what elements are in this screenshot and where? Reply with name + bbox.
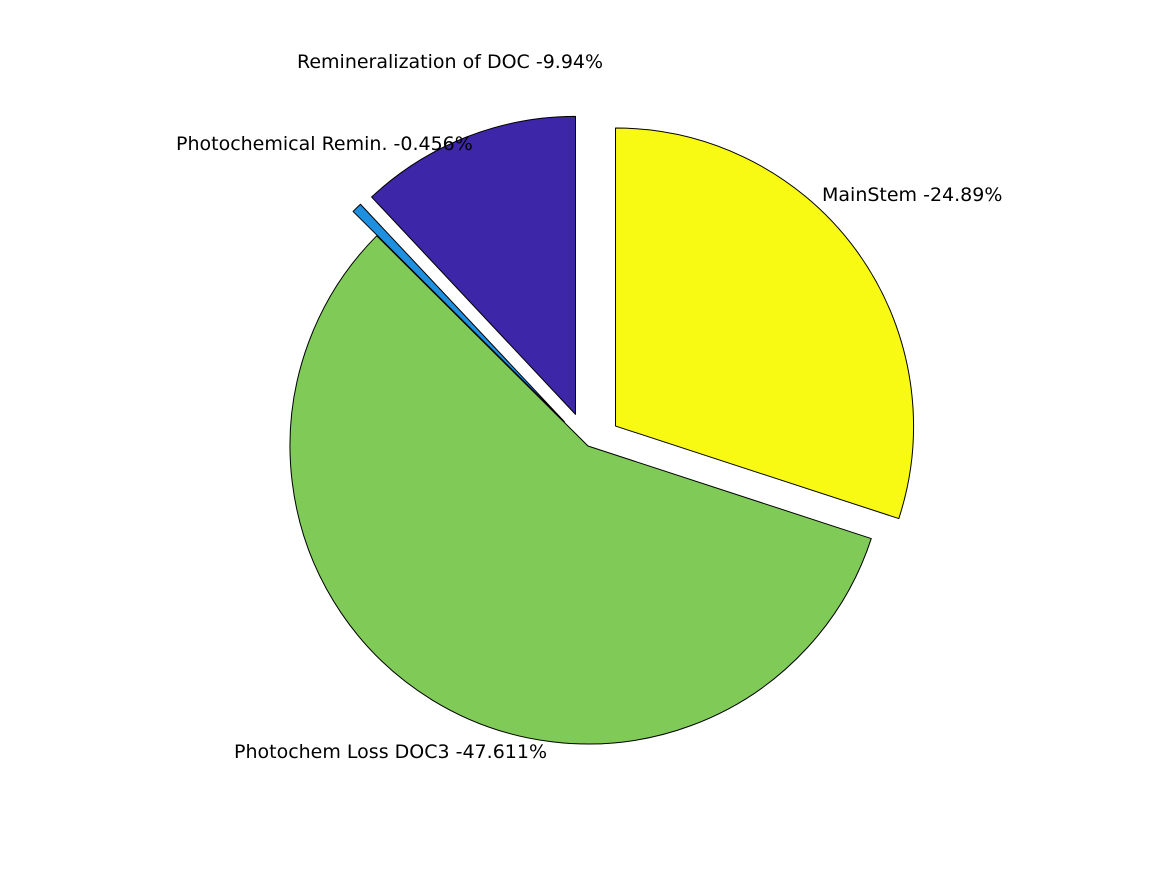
slice-label-mainstem: MainStem -24.89% <box>822 184 1002 206</box>
slice-mainstem <box>615 127 914 520</box>
slice-remineralization-of-doc <box>371 115 576 415</box>
slice-label-photochem-loss-doc3: Photochem Loss DOC3 -47.611% <box>234 741 547 763</box>
pie-slices <box>289 115 914 745</box>
slice-label-photochemical-remin: Photochemical Remin. -0.456% <box>176 133 473 155</box>
slice-label-remineralization-of-doc: Remineralization of DOC -9.94% <box>297 51 603 73</box>
pie-labels: MainStem -24.89% Photochem Loss DOC3 -47… <box>176 51 1002 763</box>
slice-photochem-loss-doc3 <box>289 235 872 745</box>
slice-photochemical-remin <box>352 203 565 423</box>
